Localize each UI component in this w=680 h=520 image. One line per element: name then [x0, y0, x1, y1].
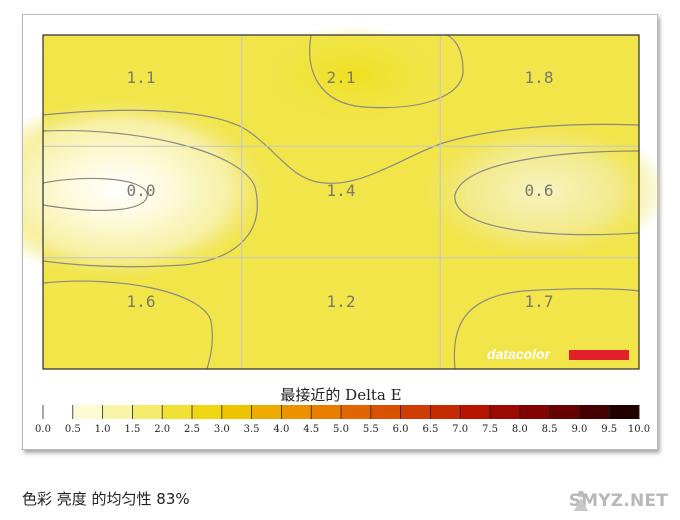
high-zone-top: [258, 25, 448, 125]
scale-tick-label: 10.0: [628, 424, 650, 435]
scale-swatch: [400, 405, 431, 419]
scale-swatch: [192, 405, 223, 419]
scale-tick-label: 6.5: [422, 424, 438, 435]
contour-inner-left: [42, 177, 148, 211]
scale-tick-label: 8.5: [542, 424, 558, 435]
scale-swatch: [102, 405, 133, 419]
cell-labels: 1.1 2.1 1.8 0.0 1.4 0.6 1.6 1.2 1.7: [127, 68, 554, 311]
datacolor-logo: datacolor: [487, 346, 629, 362]
scale-swatch: [460, 405, 491, 419]
contour-bottom-right: [453, 288, 640, 370]
scale-swatch: [221, 405, 253, 419]
scale-tick-label: 0.0: [35, 424, 51, 435]
scale-swatch: [341, 405, 372, 419]
scale-swatch: [579, 405, 610, 419]
cell-label-r0-c0: 1.1: [127, 68, 156, 87]
scale-tick-label: 5.0: [333, 424, 349, 435]
person-silhouette-icon: [573, 490, 588, 511]
scale-tick-label: 7.5: [482, 424, 498, 435]
scale-tick-label: 4.5: [303, 424, 319, 435]
low-zone-right: [418, 121, 659, 261]
scale-tick-label: 8.0: [512, 424, 528, 435]
contour-outer-left: [42, 129, 258, 268]
scale-tick-label: 1.0: [95, 424, 111, 435]
scale-tick-label: 9.0: [571, 424, 587, 435]
scale-tick-label: 9.5: [601, 424, 617, 435]
contour-bottom-left: [42, 280, 213, 370]
scale-tick-label: 6.0: [393, 424, 409, 435]
scale-swatch: [609, 405, 640, 419]
plot-border: [42, 34, 640, 370]
uniformity-caption: 色彩 亮度 的均匀性 83%: [22, 490, 190, 508]
scale-swatch: [311, 405, 342, 419]
contour-saddle: [42, 109, 640, 184]
cell-label-r2-c0: 1.6: [127, 292, 156, 311]
scale-tick-label: 2.5: [184, 424, 200, 435]
watermark-text: SMYZ.NET: [568, 491, 668, 511]
cell-label-r2-c1: 1.2: [327, 292, 356, 311]
scale-tick-label: 1.5: [124, 424, 140, 435]
scale-title: 最接近的 Delta E: [280, 386, 401, 404]
color-scale-ticks: 0.0 0.5 1.0 1.5 2.0 2.5 3.0 3.5 4.0 4.5 5.0 5.5 6.0 6…: [35, 405, 650, 435]
chart-card: 1.1 2.1 1.8 0.0 1.4 0.6 1.6 1.2 1.7 data…: [22, 14, 659, 450]
scale-swatch: [72, 405, 104, 419]
uniformity-heatmap: 1.1 2.1 1.8 0.0 1.4 0.6 1.6 1.2 1.7 data…: [23, 25, 659, 435]
scale-tick-label: 2.0: [154, 424, 170, 435]
cell-label-r2-c2: 1.7: [525, 292, 554, 311]
scale-tick-label: 3.5: [244, 424, 260, 435]
color-scale: [43, 405, 640, 419]
contour-lines: [42, 34, 640, 370]
cell-label-r0-c2: 1.8: [525, 68, 554, 87]
scale-swatch: [251, 405, 282, 419]
scale-swatch: [490, 405, 521, 419]
scale-swatch: [430, 405, 461, 419]
cell-label-r1-c0: 0.0: [127, 181, 156, 200]
scale-swatch: [549, 405, 580, 419]
scale-tick-label: 7.0: [452, 424, 468, 435]
site-watermark: SMYZ.NET: [569, 488, 668, 514]
datacolor-red-bar: [569, 350, 629, 360]
scale-swatch: [162, 405, 193, 419]
scale-tick-label: 4.0: [273, 424, 289, 435]
scale-swatch: [519, 405, 551, 419]
scale-tick-label: 3.0: [214, 424, 230, 435]
datacolor-wordmark: datacolor: [487, 346, 552, 362]
scale-swatch: [370, 405, 402, 419]
scale-swatch: [43, 405, 74, 419]
cell-label-r1-c2: 0.6: [525, 181, 554, 200]
low-zone-left: [23, 99, 268, 279]
contour-right-inner: [454, 150, 640, 236]
cell-label-r1-c1: 1.4: [327, 181, 356, 200]
grid-lines: [43, 35, 639, 369]
cell-label-r0-c1: 2.1: [327, 68, 356, 87]
contour-top-center: [309, 34, 464, 109]
scale-tick-label: 5.5: [363, 424, 379, 435]
scale-tick-label: 0.5: [65, 424, 81, 435]
scale-swatch: [281, 405, 312, 419]
scale-swatch: [132, 405, 163, 419]
